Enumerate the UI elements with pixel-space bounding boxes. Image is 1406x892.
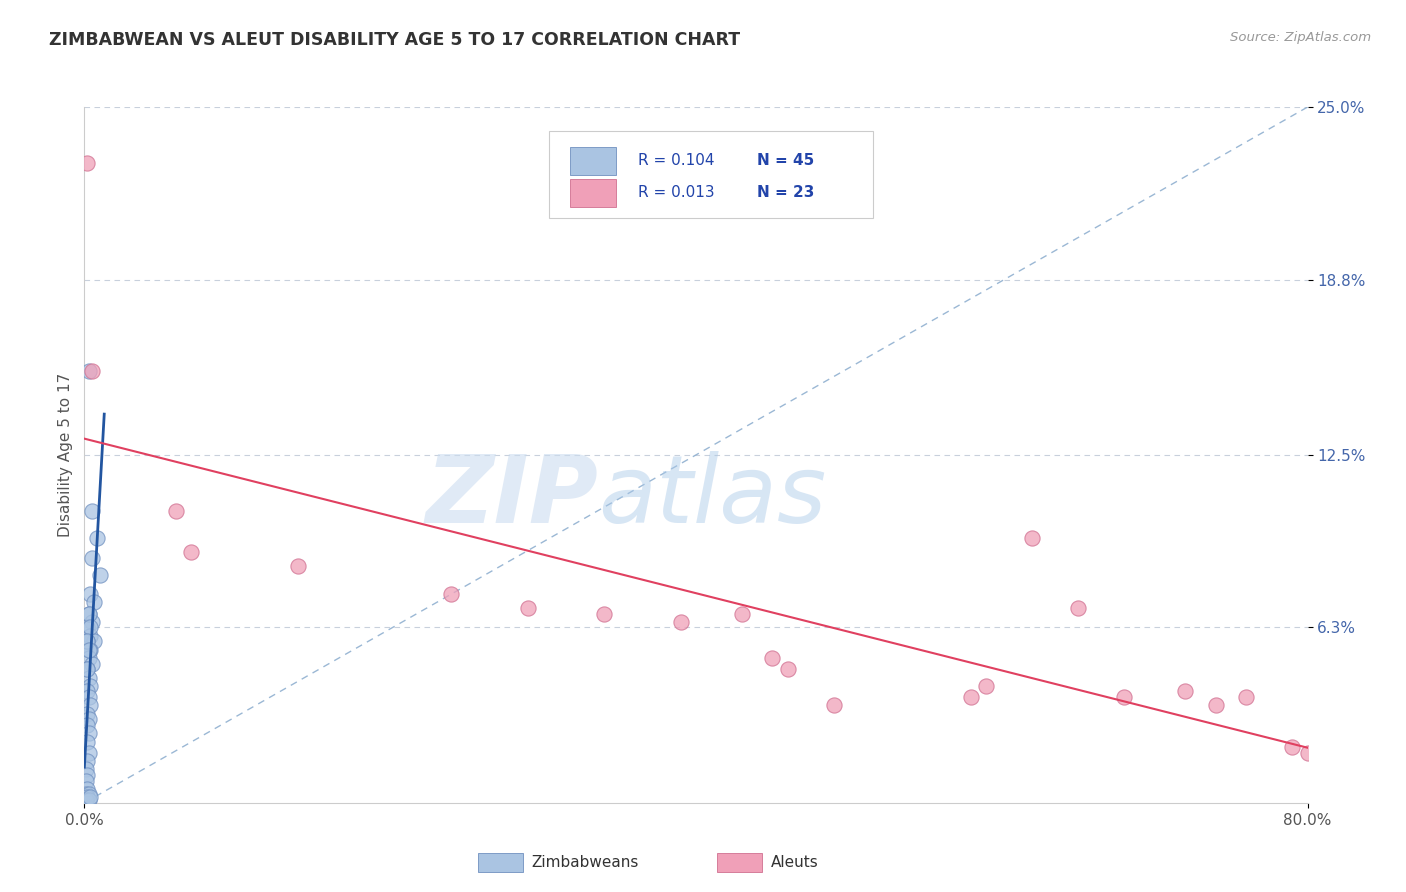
Point [77, 651, 100, 665]
Point [80, 550, 103, 565]
Text: atlas: atlas [598, 451, 827, 542]
Point [80, 503, 103, 517]
Point [77, 712, 100, 726]
Point [83, 634, 105, 648]
Point [1067, 601, 1090, 615]
Point [77, 788, 100, 802]
Point [89, 567, 111, 582]
Text: N = 45: N = 45 [758, 153, 814, 168]
Point [1114, 690, 1136, 704]
Point [83, 595, 105, 609]
Point [76, 790, 98, 805]
Point [77, 364, 100, 378]
Text: N = 23: N = 23 [758, 186, 814, 200]
Point [79, 587, 101, 601]
Point [77, 746, 100, 760]
Point [516, 601, 538, 615]
Point [76, 155, 98, 169]
Text: Source: ZipAtlas.com: Source: ZipAtlas.com [1230, 31, 1371, 45]
Point [1296, 746, 1319, 760]
Bar [569, 178, 616, 207]
Text: ZIMBABWEAN VS ALEUT DISABILITY AGE 5 TO 17 CORRELATION CHART: ZIMBABWEAN VS ALEUT DISABILITY AGE 5 TO … [49, 31, 741, 49]
Point [79, 620, 101, 634]
Point [76, 781, 98, 796]
Point [75, 763, 97, 777]
Point [287, 559, 309, 574]
Point [77, 642, 100, 657]
Point [180, 545, 202, 559]
Point [79, 790, 101, 805]
Text: R = 0.013: R = 0.013 [638, 186, 716, 200]
Point [76, 662, 98, 676]
Bar [569, 146, 616, 175]
Point [76, 662, 98, 676]
Point [731, 607, 754, 621]
Point [86, 532, 108, 546]
Text: R = 0.104: R = 0.104 [638, 153, 716, 168]
Point [77, 726, 100, 740]
FancyBboxPatch shape [550, 131, 873, 219]
Point [165, 503, 187, 517]
Point [77, 642, 100, 657]
Point [80, 364, 103, 378]
Point [75, 793, 97, 807]
Point [1205, 698, 1227, 713]
Point [669, 615, 692, 629]
Point [75, 773, 97, 788]
Point [75, 788, 97, 802]
Point [80, 657, 103, 671]
Point [76, 634, 98, 648]
Point [76, 620, 98, 634]
Point [79, 698, 101, 713]
Point [593, 607, 616, 621]
Point [776, 662, 799, 676]
Point [80, 615, 103, 629]
Point [76, 734, 98, 748]
Point [76, 754, 98, 768]
Point [76, 718, 98, 732]
Point [1174, 684, 1197, 698]
Point [77, 607, 100, 621]
Text: Aleuts: Aleuts [770, 855, 818, 870]
Point [761, 651, 783, 665]
Point [1281, 740, 1303, 755]
Text: ZIP: ZIP [425, 450, 598, 542]
Point [76, 634, 98, 648]
Point [77, 690, 100, 704]
Point [76, 684, 98, 698]
Text: Zimbabweans: Zimbabweans [531, 855, 638, 870]
Point [1234, 690, 1257, 704]
Point [77, 793, 100, 807]
Point [823, 698, 845, 713]
Point [76, 768, 98, 782]
Point [79, 629, 101, 643]
Point [77, 671, 100, 685]
Y-axis label: Disability Age 5 to 17: Disability Age 5 to 17 [58, 373, 73, 537]
Point [960, 690, 983, 704]
Point [79, 679, 101, 693]
Point [79, 642, 101, 657]
Point [77, 607, 100, 621]
Point [1021, 532, 1043, 546]
Point [76, 706, 98, 721]
Point [976, 679, 998, 693]
Point [440, 587, 463, 601]
